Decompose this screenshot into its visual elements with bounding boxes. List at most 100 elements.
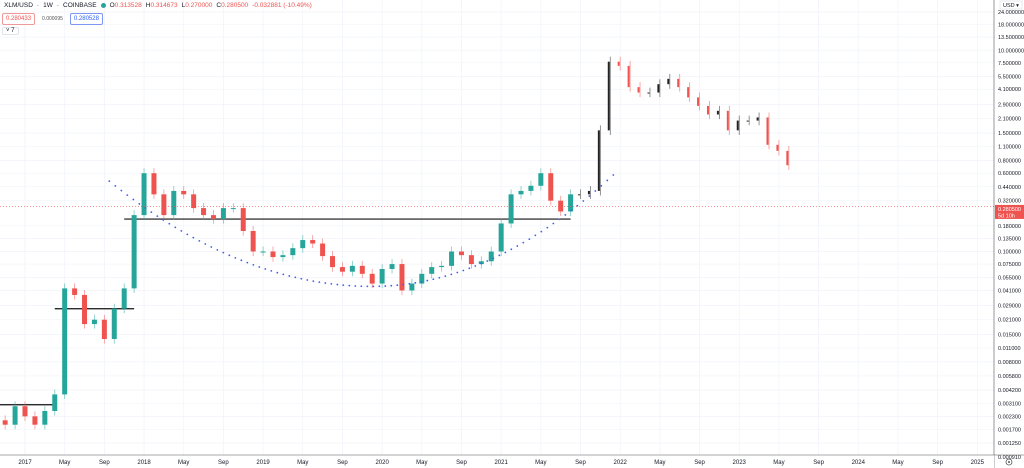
arc-dot	[444, 275, 447, 278]
arc-dot	[276, 271, 279, 274]
candle	[230, 208, 236, 210]
price-tick-label: 7.500000	[998, 61, 1021, 67]
arc-dot	[474, 265, 477, 267]
candle	[22, 406, 28, 417]
sell-button[interactable]: 0.280433	[2, 13, 36, 25]
time-tick-label: 2024	[852, 460, 866, 466]
candles	[2, 56, 790, 430]
arc-dot	[198, 239, 201, 242]
arc-dot	[582, 200, 585, 202]
candle	[12, 406, 18, 425]
arc-dot	[252, 263, 255, 266]
candle	[220, 208, 226, 220]
candle	[349, 265, 355, 272]
time-tick-label: May	[416, 460, 427, 466]
price-tick-label: 0.600000	[998, 171, 1021, 177]
candle	[478, 261, 484, 265]
arc-dot	[612, 174, 615, 176]
candle	[548, 173, 554, 201]
arc-dot	[240, 259, 243, 262]
buy-button[interactable]: 0.280528	[69, 13, 103, 25]
arc-dot	[132, 198, 135, 201]
arc-dot	[264, 268, 267, 270]
price-tick-label: 0.002300	[998, 414, 1021, 420]
market-status-icon	[100, 3, 106, 8]
arc-dot	[504, 251, 507, 254]
price-axis[interactable]	[994, 0, 1024, 468]
arc-dot	[402, 283, 405, 286]
price-tick-label: 0.011000	[998, 346, 1021, 352]
price-tick-label: 0.800000	[998, 159, 1021, 165]
candle	[240, 208, 246, 231]
candle	[468, 255, 474, 265]
gear-icon[interactable]	[1005, 458, 1013, 466]
candle	[310, 240, 316, 244]
close-value: 0.280500	[221, 2, 249, 9]
arc-dot	[222, 251, 225, 254]
price-tick-label: 0.100000	[998, 250, 1021, 256]
candle	[508, 194, 514, 224]
candle	[101, 319, 107, 340]
arc-dot	[600, 184, 603, 187]
price-tick-label: 0.005800	[998, 374, 1021, 380]
time-tick-label: 2025	[971, 460, 985, 466]
time-tick-label: May	[535, 460, 546, 466]
candle	[42, 410, 48, 425]
arc-dot	[306, 279, 309, 281]
candle	[617, 61, 620, 66]
arc-dot	[288, 275, 291, 277]
arc-dot	[126, 194, 129, 196]
candle	[518, 190, 524, 195]
arc-dot	[570, 209, 573, 212]
time-tick-label: 2018	[137, 460, 151, 466]
arc-dot	[270, 270, 273, 272]
candle	[330, 256, 336, 268]
arc-dot	[534, 234, 537, 237]
time-axis[interactable]	[0, 455, 994, 468]
arc-dot	[606, 179, 609, 182]
price-tick-label: 0.021000	[998, 318, 1021, 324]
support-levels	[0, 218, 571, 406]
candle	[399, 264, 405, 291]
arc-dot	[336, 283, 339, 286]
arc-dot	[558, 218, 561, 221]
candle	[32, 416, 38, 425]
candle	[558, 200, 564, 212]
high-label: H	[145, 2, 151, 9]
candle	[726, 110, 729, 131]
candle	[270, 251, 276, 258]
arc-dot	[540, 230, 543, 233]
candle	[568, 194, 574, 212]
price-tick-label: 0.001700	[998, 428, 1021, 434]
candle	[62, 288, 68, 395]
candle	[667, 78, 670, 85]
time-tick-label: Sep	[813, 460, 824, 466]
indicators-toggle[interactable]: ˅ 7	[2, 27, 19, 35]
open-value: 0.313528	[114, 2, 142, 9]
arc-dot	[174, 226, 177, 229]
candle	[210, 215, 216, 220]
price-tick-label: 1.500000	[998, 131, 1021, 137]
arc-dot	[216, 248, 219, 251]
candle	[488, 251, 494, 262]
candle	[706, 105, 709, 115]
candle	[91, 319, 97, 325]
price-tick-label: 5.500000	[998, 74, 1021, 80]
candle	[697, 97, 700, 106]
arc-dot	[564, 214, 567, 216]
arc-dot	[432, 278, 435, 281]
close-label: C	[216, 2, 222, 9]
time-tick-label: Sep	[575, 460, 586, 466]
candle	[389, 264, 395, 270]
candle	[657, 84, 660, 93]
price-tick-label: 10.000000	[998, 48, 1024, 54]
symbol[interactable]: XLM/USD	[4, 2, 33, 9]
currency-select[interactable]	[999, 0, 1023, 10]
candle	[597, 130, 600, 191]
candle	[687, 87, 690, 98]
candle	[627, 65, 630, 88]
price-tick-label: 0.075000	[998, 262, 1021, 268]
interval[interactable]: 1W	[43, 2, 53, 9]
arc-dot	[138, 202, 141, 205]
